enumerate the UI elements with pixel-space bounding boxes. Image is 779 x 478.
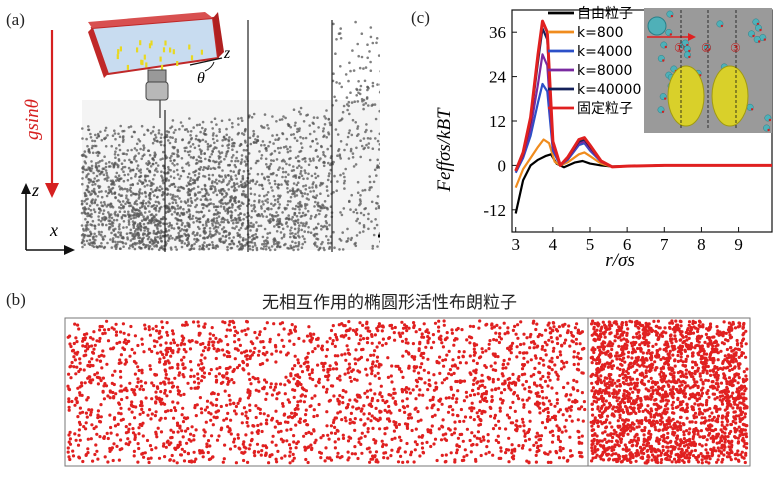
y-tick-label: 24: [489, 68, 507, 87]
gravity-label: gsinθ: [22, 99, 43, 140]
inset-chamber: z θ: [88, 12, 231, 118]
axis-z-label: z: [31, 180, 39, 200]
x-tick-label: 8: [697, 235, 706, 254]
series-line-5: [514, 19, 772, 172]
panel-b-title: 无相互作用的椭圆形活性布朗粒子: [262, 293, 517, 313]
x-tick-label: 7: [660, 235, 669, 254]
x-tick-label: 6: [623, 235, 632, 254]
legend-label-0: 自由粒子: [577, 6, 633, 22]
series-line-0: [514, 153, 772, 214]
chart-inset-render: ① ② ③: [644, 8, 772, 133]
inset-theta-label: θ: [197, 70, 205, 87]
chart-ylabel: Feffσs/kBT: [434, 107, 455, 193]
legend-label-1: k=800: [577, 25, 624, 41]
inset-label-2: ②: [701, 41, 712, 55]
x-tick-label: 3: [511, 235, 520, 254]
panel-a-figure: gsinθ z x z θ: [21, 12, 380, 255]
y-tick-label: 0: [498, 156, 507, 175]
inset-z-label: z: [223, 45, 231, 62]
inset-label-1: ①: [674, 41, 685, 55]
axis-x-label: x: [49, 220, 58, 240]
legend-label-4: k=40000: [577, 82, 641, 98]
panel-c-label: (c): [411, 8, 430, 27]
inset-label-3: ③: [730, 41, 741, 55]
y-tick-label: 12: [489, 112, 506, 131]
panel-b-simulation: [64, 317, 751, 467]
chart-legend: 自由粒子 k=800 k=4000 k=8000 k=40000 固定粒子: [548, 6, 641, 117]
y-tick-label: 36: [489, 23, 506, 42]
panel-a-label: (a): [6, 10, 25, 29]
x-tick-label: 4: [549, 235, 558, 254]
sim-particles: [66, 319, 749, 465]
experiment-particles: [80, 20, 380, 252]
x-tick-label: 5: [586, 235, 595, 254]
gravity-arrowhead: [45, 183, 59, 198]
legend-label-2: k=4000: [577, 44, 632, 60]
x-tick-label: 9: [734, 235, 743, 254]
panel-b-label: (b): [6, 290, 26, 309]
legend-label-3: k=8000: [577, 63, 632, 79]
panel-c-chart: Feffσs/kBT r/σs 3 4 5 6 7 8 9 -12 0 12 24 36 自由粒子 k=…: [434, 6, 773, 271]
legend-label-5: 固定粒子: [577, 101, 633, 117]
y-tick-label: -12: [483, 201, 506, 220]
chart-xlabel: r/σs: [605, 250, 634, 271]
